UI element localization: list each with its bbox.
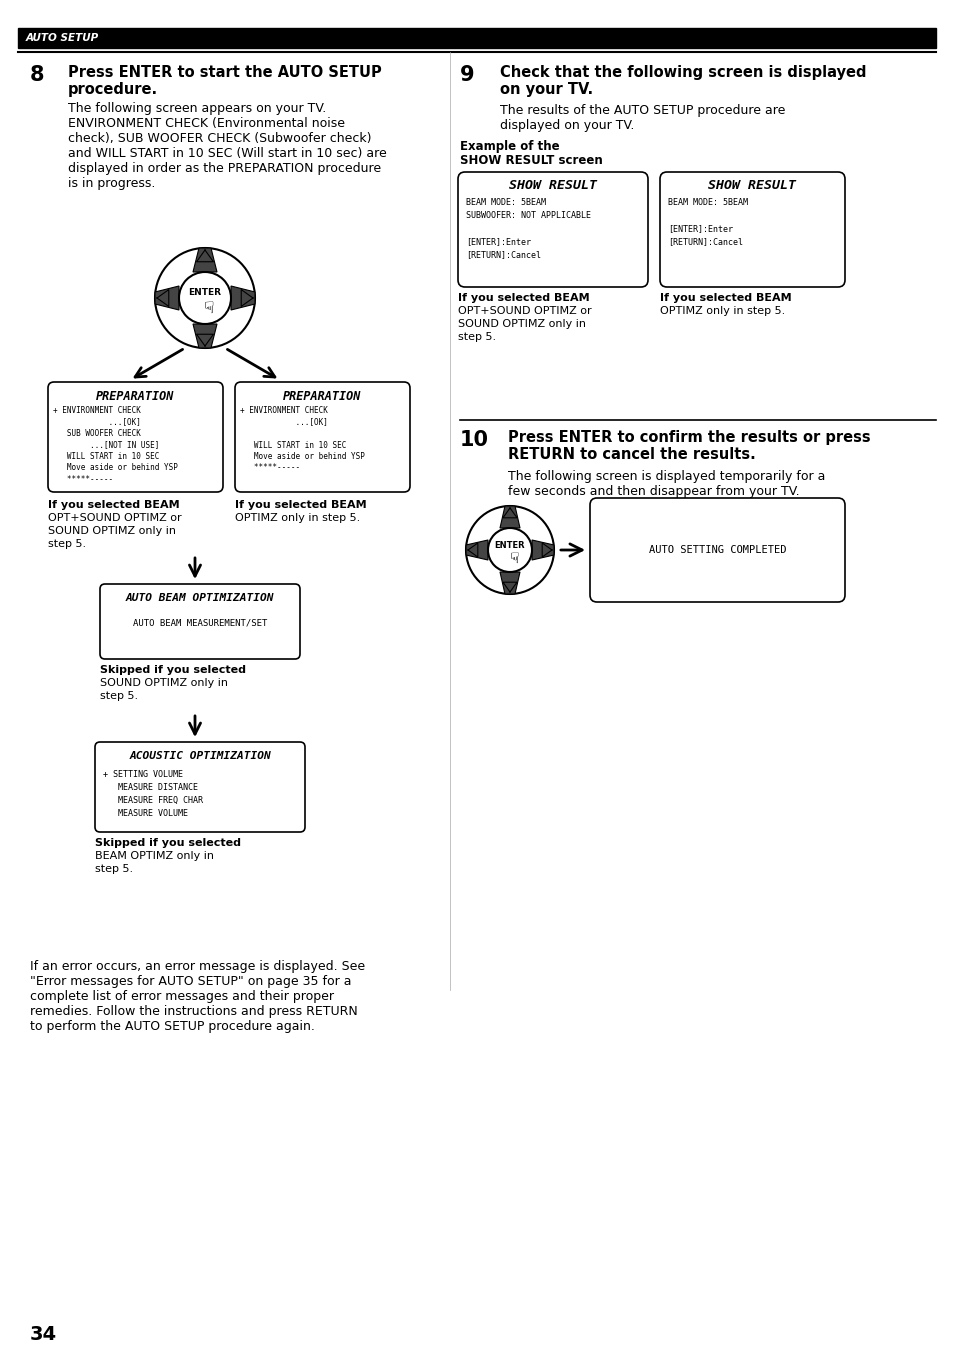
Text: + ENVIRONMENT CHECK: + ENVIRONMENT CHECK xyxy=(53,406,141,415)
Text: ☞: ☞ xyxy=(199,299,214,314)
FancyBboxPatch shape xyxy=(100,584,299,659)
Text: step 5.: step 5. xyxy=(48,539,86,549)
Text: If you selected BEAM: If you selected BEAM xyxy=(48,500,179,510)
Text: MEASURE VOLUME: MEASURE VOLUME xyxy=(103,809,188,818)
Text: The following screen appears on your TV.: The following screen appears on your TV. xyxy=(68,102,326,115)
FancyBboxPatch shape xyxy=(457,173,647,287)
Text: RETURN to cancel the results.: RETURN to cancel the results. xyxy=(507,448,755,462)
Text: BEAM MODE: 5BEAM: BEAM MODE: 5BEAM xyxy=(667,198,747,208)
Text: ...[NOT IN USE]: ...[NOT IN USE] xyxy=(53,441,159,449)
Text: Check that the following screen is displayed: Check that the following screen is displ… xyxy=(499,65,865,80)
Text: If an error occurs, an error message is displayed. See: If an error occurs, an error message is … xyxy=(30,960,365,973)
Text: to perform the AUTO SETUP procedure again.: to perform the AUTO SETUP procedure agai… xyxy=(30,1020,314,1033)
Text: BEAM OPTIMZ only in: BEAM OPTIMZ only in xyxy=(95,851,213,861)
Text: Move aside or behind YSP: Move aside or behind YSP xyxy=(240,452,364,461)
Text: + ENVIRONMENT CHECK: + ENVIRONMENT CHECK xyxy=(240,406,328,415)
Text: [RETURN]:Cancel: [RETURN]:Cancel xyxy=(667,237,742,245)
FancyBboxPatch shape xyxy=(234,381,410,492)
Text: ...[OK]: ...[OK] xyxy=(53,418,141,426)
Text: SHOW RESULT screen: SHOW RESULT screen xyxy=(459,154,602,167)
Text: few seconds and then disappear from your TV.: few seconds and then disappear from your… xyxy=(507,485,799,497)
Text: OPTIMZ only in step 5.: OPTIMZ only in step 5. xyxy=(659,306,784,315)
Text: AUTO BEAM OPTIMIZATION: AUTO BEAM OPTIMIZATION xyxy=(126,593,274,603)
Polygon shape xyxy=(154,286,179,310)
Text: Example of the: Example of the xyxy=(459,140,559,154)
Text: complete list of error messages and their proper: complete list of error messages and thei… xyxy=(30,989,334,1003)
Text: SOUND OPTIMZ only in: SOUND OPTIMZ only in xyxy=(457,319,585,329)
Text: *****-----: *****----- xyxy=(53,474,113,484)
Text: SOUND OPTIMZ only in: SOUND OPTIMZ only in xyxy=(100,678,228,687)
Text: on your TV.: on your TV. xyxy=(499,82,593,97)
Polygon shape xyxy=(499,506,519,528)
Text: displayed on your TV.: displayed on your TV. xyxy=(499,119,634,132)
Text: AUTO SETTING COMPLETED: AUTO SETTING COMPLETED xyxy=(648,545,785,555)
Text: ☞: ☞ xyxy=(504,551,519,565)
Text: AUTO SETUP: AUTO SETUP xyxy=(26,32,99,43)
Text: 9: 9 xyxy=(459,65,475,85)
Text: step 5.: step 5. xyxy=(95,864,133,874)
Text: Move aside or behind YSP: Move aside or behind YSP xyxy=(53,464,177,473)
Text: [ENTER]:Enter: [ENTER]:Enter xyxy=(667,224,732,233)
Text: Skipped if you selected: Skipped if you selected xyxy=(95,838,241,848)
Text: ACOUSTIC OPTIMIZATION: ACOUSTIC OPTIMIZATION xyxy=(129,751,271,762)
Text: [RETURN]:Cancel: [RETURN]:Cancel xyxy=(465,249,540,259)
Circle shape xyxy=(488,528,532,572)
Text: 34: 34 xyxy=(30,1325,57,1344)
FancyBboxPatch shape xyxy=(95,741,305,832)
Text: MEASURE DISTANCE: MEASURE DISTANCE xyxy=(103,783,198,793)
Text: BEAM MODE: 5BEAM: BEAM MODE: 5BEAM xyxy=(465,198,545,208)
Polygon shape xyxy=(532,541,554,559)
Text: "Error messages for AUTO SETUP" on page 35 for a: "Error messages for AUTO SETUP" on page … xyxy=(30,975,351,988)
Text: If you selected BEAM: If you selected BEAM xyxy=(457,293,589,303)
Text: PREPARATION: PREPARATION xyxy=(283,390,361,403)
Bar xyxy=(18,28,935,49)
Circle shape xyxy=(179,272,231,324)
Text: displayed in order as the PREPARATION procedure: displayed in order as the PREPARATION pr… xyxy=(68,162,381,175)
Polygon shape xyxy=(231,286,254,310)
Text: The results of the AUTO SETUP procedure are: The results of the AUTO SETUP procedure … xyxy=(499,104,784,117)
Text: OPTIMZ only in step 5.: OPTIMZ only in step 5. xyxy=(234,514,360,523)
Text: OPT+SOUND OPTIMZ or: OPT+SOUND OPTIMZ or xyxy=(457,306,591,315)
Polygon shape xyxy=(193,324,216,348)
FancyBboxPatch shape xyxy=(48,381,223,492)
Text: ENTER: ENTER xyxy=(189,288,221,298)
Text: [ENTER]:Enter: [ENTER]:Enter xyxy=(465,237,531,245)
Text: WILL START in 10 SEC: WILL START in 10 SEC xyxy=(53,452,159,461)
Text: procedure.: procedure. xyxy=(68,82,158,97)
Polygon shape xyxy=(499,572,519,594)
Text: SOUND OPTIMZ only in: SOUND OPTIMZ only in xyxy=(48,526,175,537)
Text: Skipped if you selected: Skipped if you selected xyxy=(100,665,246,675)
FancyBboxPatch shape xyxy=(659,173,844,287)
FancyBboxPatch shape xyxy=(589,497,844,603)
Text: Press ENTER to confirm the results or press: Press ENTER to confirm the results or pr… xyxy=(507,430,870,445)
Text: If you selected BEAM: If you selected BEAM xyxy=(659,293,791,303)
Text: The following screen is displayed temporarily for a: The following screen is displayed tempor… xyxy=(507,470,824,483)
Text: SHOW RESULT: SHOW RESULT xyxy=(708,179,796,191)
Text: SUBWOOFER: NOT APPLICABLE: SUBWOOFER: NOT APPLICABLE xyxy=(465,212,590,220)
Text: If you selected BEAM: If you selected BEAM xyxy=(234,500,366,510)
Text: Press ENTER to start the AUTO SETUP: Press ENTER to start the AUTO SETUP xyxy=(68,65,381,80)
Text: 8: 8 xyxy=(30,65,45,85)
Text: ENTER: ENTER xyxy=(495,541,525,550)
Text: step 5.: step 5. xyxy=(457,332,496,342)
Text: OPT+SOUND OPTIMZ or: OPT+SOUND OPTIMZ or xyxy=(48,514,181,523)
Text: 10: 10 xyxy=(459,430,489,450)
Text: MEASURE FREQ CHAR: MEASURE FREQ CHAR xyxy=(103,797,203,805)
Text: WILL START in 10 SEC: WILL START in 10 SEC xyxy=(240,441,346,449)
Text: + SETTING VOLUME: + SETTING VOLUME xyxy=(103,770,183,779)
Text: *****-----: *****----- xyxy=(240,464,300,473)
Text: ENVIRONMENT CHECK (Environmental noise: ENVIRONMENT CHECK (Environmental noise xyxy=(68,117,345,129)
Text: SHOW RESULT: SHOW RESULT xyxy=(509,179,597,191)
Text: ...[OK]: ...[OK] xyxy=(240,418,328,426)
Text: is in progress.: is in progress. xyxy=(68,177,155,190)
Text: step 5.: step 5. xyxy=(100,692,138,701)
Text: and WILL START in 10 SEC (Will start in 10 sec) are: and WILL START in 10 SEC (Will start in … xyxy=(68,147,386,160)
Polygon shape xyxy=(465,541,488,559)
Text: remedies. Follow the instructions and press RETURN: remedies. Follow the instructions and pr… xyxy=(30,1006,357,1018)
Text: SUB WOOFER CHECK: SUB WOOFER CHECK xyxy=(53,429,141,438)
Text: check), SUB WOOFER CHECK (Subwoofer check): check), SUB WOOFER CHECK (Subwoofer chec… xyxy=(68,132,371,146)
Text: PREPARATION: PREPARATION xyxy=(96,390,174,403)
Text: AUTO BEAM MEASUREMENT/SET: AUTO BEAM MEASUREMENT/SET xyxy=(132,617,267,627)
Polygon shape xyxy=(193,248,216,272)
